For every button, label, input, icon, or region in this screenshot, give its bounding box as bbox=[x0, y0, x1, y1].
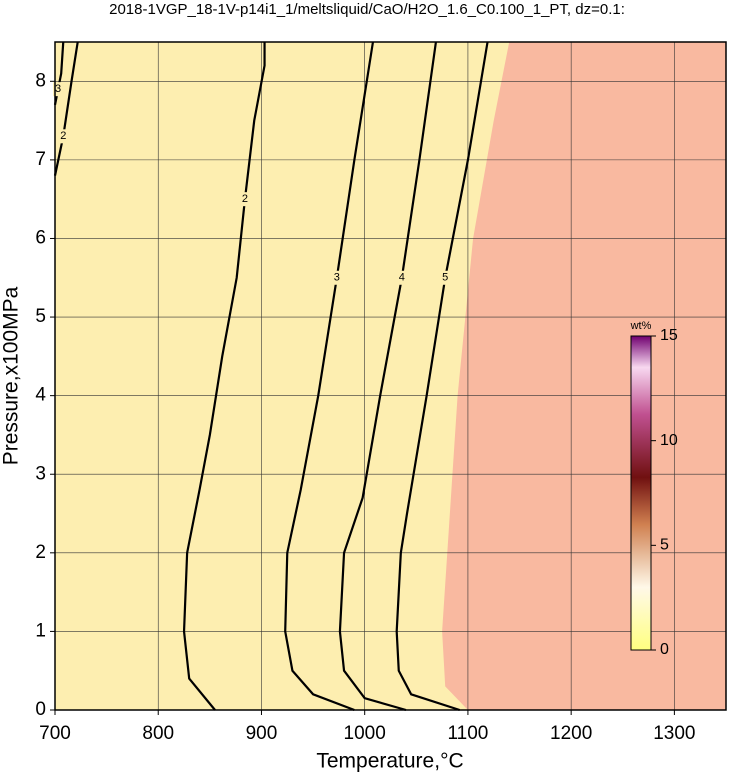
contour-label-bg bbox=[239, 192, 250, 207]
contour-label: 2 bbox=[242, 193, 248, 205]
contour-line bbox=[338, 41, 438, 712]
x-tick-label: 1000 bbox=[344, 723, 386, 744]
contour-label: 4 bbox=[399, 272, 405, 284]
contour-label: 5 bbox=[442, 272, 448, 284]
colorbar-tick-label: 0 bbox=[660, 641, 669, 658]
contour-label-bg bbox=[53, 82, 64, 97]
x-tick-label: 900 bbox=[246, 723, 278, 744]
contour-line bbox=[53, 41, 65, 106]
colorbar bbox=[630, 335, 652, 651]
plot-area: 2 3 4 5 3 2 bbox=[53, 41, 726, 712]
contour-label-bg bbox=[440, 270, 451, 285]
chart-title: 2018-1VGP_18-1V-p14i1_1/meltsliquid/CaO/… bbox=[109, 1, 625, 18]
x-tick-label: 1300 bbox=[653, 723, 695, 744]
y-tick-label: 5 bbox=[35, 306, 46, 327]
y-tick-label: 4 bbox=[35, 385, 46, 406]
x-tick-label: 1200 bbox=[550, 723, 592, 744]
y-tick-label: 1 bbox=[35, 620, 46, 641]
x-tick-label: 1100 bbox=[447, 723, 488, 744]
colorbar-tick-label: 5 bbox=[660, 537, 669, 554]
contour-line bbox=[53, 41, 79, 176]
y-axis-label: Pressure,x100MPa bbox=[0, 286, 23, 465]
x-axis-label: Temperature,°C bbox=[316, 750, 463, 773]
contour-label-bg bbox=[331, 270, 342, 285]
contour-label: 3 bbox=[55, 83, 61, 95]
y-tick-label: 3 bbox=[35, 463, 46, 484]
inside-region bbox=[55, 42, 510, 710]
contour-label: 3 bbox=[334, 272, 340, 284]
contour-line bbox=[284, 41, 375, 712]
contour-line bbox=[395, 41, 489, 712]
y-tick-label: 7 bbox=[35, 149, 46, 170]
contour-line bbox=[182, 42, 266, 711]
y-tick-label: 0 bbox=[35, 699, 46, 720]
colorbar-label: wt% bbox=[630, 320, 652, 332]
x-tick-label: 700 bbox=[39, 723, 71, 744]
x-tick-label: 800 bbox=[142, 723, 174, 744]
contour-label: 2 bbox=[60, 130, 66, 142]
contour-label-bg bbox=[58, 129, 69, 144]
y-tick-label: 8 bbox=[35, 70, 46, 91]
contour-label-bg bbox=[396, 270, 407, 285]
plot-frame bbox=[54, 41, 727, 711]
y-tick-label: 2 bbox=[35, 542, 46, 563]
colorbar-tick-label: 10 bbox=[660, 432, 678, 449]
y-tick-label: 6 bbox=[35, 227, 46, 248]
colorbar-tick-label: 15 bbox=[660, 327, 678, 344]
